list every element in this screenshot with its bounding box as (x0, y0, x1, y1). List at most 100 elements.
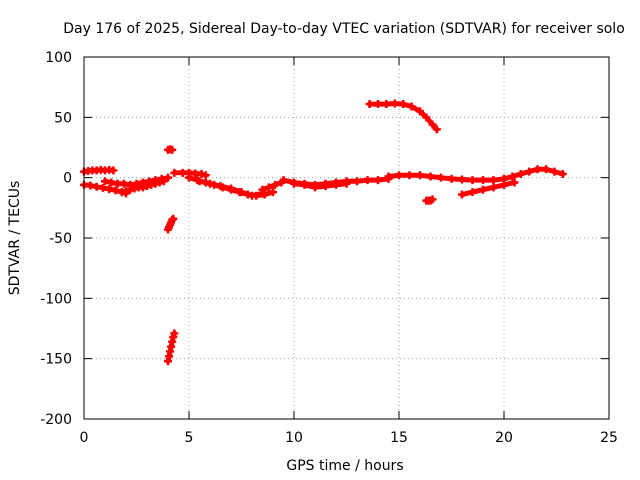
data-point (164, 173, 172, 182)
data-point (258, 185, 267, 194)
data-point (542, 165, 550, 174)
data-point (248, 191, 256, 200)
x-axis-label: GPS time / hours (286, 458, 403, 474)
x-tick-label: 20 (495, 430, 513, 446)
data-point (416, 171, 424, 180)
data-point (405, 171, 414, 180)
series-arc-15 (500, 165, 567, 183)
data-point (321, 182, 330, 191)
data-point (206, 179, 214, 188)
y-tick-label: -50 (49, 231, 72, 247)
data-point (216, 182, 225, 191)
data-point (227, 184, 235, 193)
y-axis: -200 -150 -100 -50 0 50 100 (40, 50, 609, 428)
grid (84, 57, 609, 419)
series-arc-4 (117, 177, 168, 197)
data-point (365, 100, 374, 109)
data-point (447, 174, 456, 183)
x-tick-label: 10 (285, 430, 303, 446)
data-point (300, 180, 309, 189)
plot-frame (83, 56, 610, 420)
data-point (489, 183, 498, 192)
data-point (374, 100, 382, 109)
x-axis: 0 5 10 15 20 25 (80, 57, 618, 446)
data-point (279, 176, 288, 185)
data-point (169, 214, 178, 223)
y-tick-label: 100 (45, 50, 72, 66)
data-point (290, 179, 298, 188)
data-point (407, 102, 416, 111)
data-point (399, 100, 408, 109)
data-point (458, 175, 466, 184)
data-point (353, 177, 361, 186)
data-point (426, 172, 435, 181)
data-point (428, 120, 437, 129)
y-tick-label: 50 (54, 110, 72, 126)
data-point (311, 183, 319, 192)
data-point (201, 171, 210, 180)
data-point (269, 188, 277, 197)
data-point (395, 171, 403, 180)
data-point (374, 176, 382, 185)
series-arc-17 (422, 195, 437, 205)
data-point (525, 167, 534, 176)
series-arc-14 (384, 171, 508, 185)
series-arc-10 (195, 177, 267, 200)
series-arc-6 (164, 214, 178, 234)
data-point (363, 176, 372, 185)
data-point (510, 178, 519, 187)
data-point (558, 170, 567, 179)
data-point (168, 145, 177, 154)
y-tick-label: 0 (63, 171, 72, 187)
data-point (458, 190, 466, 199)
x-tick-label: 0 (80, 430, 89, 446)
data-point (237, 188, 246, 197)
data-point (500, 180, 508, 189)
data-point (332, 180, 340, 189)
x-tick-label: 5 (185, 430, 194, 446)
chart-title: Day 176 of 2025, Sidereal Day-to-day VTE… (63, 21, 625, 37)
data-point (468, 188, 477, 197)
series-arc-1 (80, 165, 118, 176)
series-line (367, 101, 440, 132)
data-point (479, 185, 487, 194)
series-arc-11 (258, 178, 286, 194)
x-tick-label: 15 (390, 430, 408, 446)
y-axis-label: SDTVAR / TECUs (7, 181, 23, 296)
y-tick-label: -100 (40, 291, 72, 307)
data-point (508, 172, 517, 181)
data-point (550, 167, 559, 176)
data-point (516, 170, 525, 179)
data-point (170, 329, 179, 338)
series-arc-18 (365, 99, 441, 134)
data-point (489, 176, 498, 185)
y-tick-label: -200 (40, 412, 72, 428)
data-point (437, 173, 445, 182)
data-point (422, 113, 431, 122)
data-point (479, 176, 487, 185)
series-arc-16 (458, 178, 519, 199)
data-point (468, 176, 477, 185)
data-point (159, 177, 168, 186)
data-point (185, 173, 193, 182)
data-point (390, 99, 399, 108)
data-point (271, 180, 280, 189)
data-point (432, 125, 441, 134)
x-tick-label: 25 (600, 430, 618, 446)
series-arc-3 (101, 173, 172, 189)
data-point (111, 186, 120, 195)
series-arc-13 (290, 179, 351, 192)
data-point (195, 177, 204, 186)
series-arc-5 (164, 145, 177, 154)
data-points (80, 99, 567, 366)
data-point (264, 183, 273, 192)
series-arc-8 (170, 168, 210, 180)
data-point (384, 172, 393, 181)
data-point (533, 165, 542, 174)
data-point (416, 107, 424, 116)
data-point (382, 100, 391, 109)
data-point (342, 179, 351, 188)
data-point (170, 168, 179, 177)
data-point (109, 166, 118, 175)
